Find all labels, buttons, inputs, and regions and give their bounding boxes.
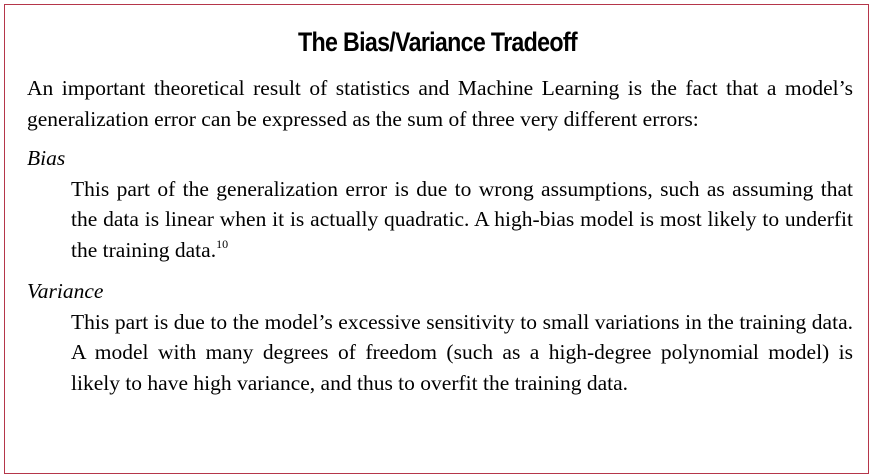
definition-variance-text: This part is due to the model’s excessiv… [71,309,853,395]
definition-bias: This part of the generalization error is… [71,174,853,266]
term-variance: Variance [27,279,104,303]
definition-variance: This part is due to the model’s excessiv… [71,307,853,399]
sidebar-box: The Bias/Variance Tradeoff An important … [4,4,869,474]
definition-bias-text: This part of the generalization error is… [71,176,853,262]
sidebar-content: An important theoretical result of stati… [27,73,853,398]
sidebar-title: The Bias/Variance Tradeoff [298,27,578,57]
footnote-marker[interactable]: 10 [216,236,229,251]
term-bias: Bias [27,146,66,170]
intro-paragraph: An important theoretical result of stati… [27,76,853,131]
